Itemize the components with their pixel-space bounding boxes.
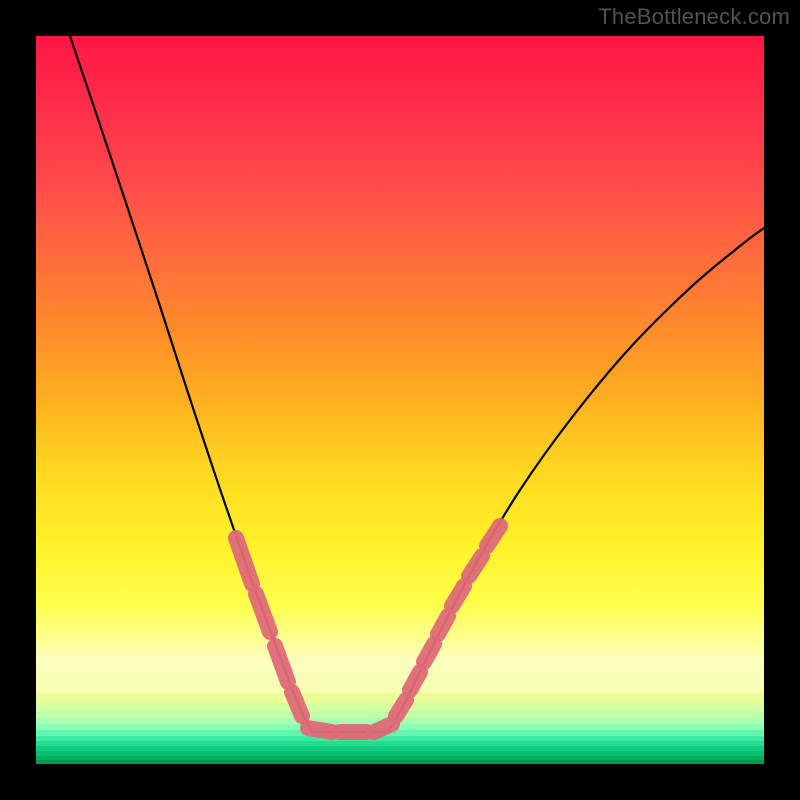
overlay-segment [396,700,406,716]
bottom-band [36,756,764,760]
bottom-band [36,746,764,751]
overlay-segment [487,526,500,546]
overlay-segment [374,724,392,732]
chart-stage: TheBottleneck.com [0,0,800,800]
plot-background [36,36,764,764]
bottom-band [36,724,764,730]
chart-svg [0,0,800,800]
overlay-segment [469,556,482,576]
bottom-band [36,736,764,741]
overlay-segment [410,672,420,690]
bottom-band [36,730,764,736]
overlay-segment [308,728,332,732]
watermark-text: TheBottleneck.com [598,4,790,30]
bottom-band [36,751,764,756]
bottom-band [36,760,764,764]
overlay-segment [292,692,302,716]
overlay-segment [452,586,464,606]
overlay-segment [424,644,434,662]
overlay-segment [438,616,448,634]
bottom-band [36,741,764,746]
